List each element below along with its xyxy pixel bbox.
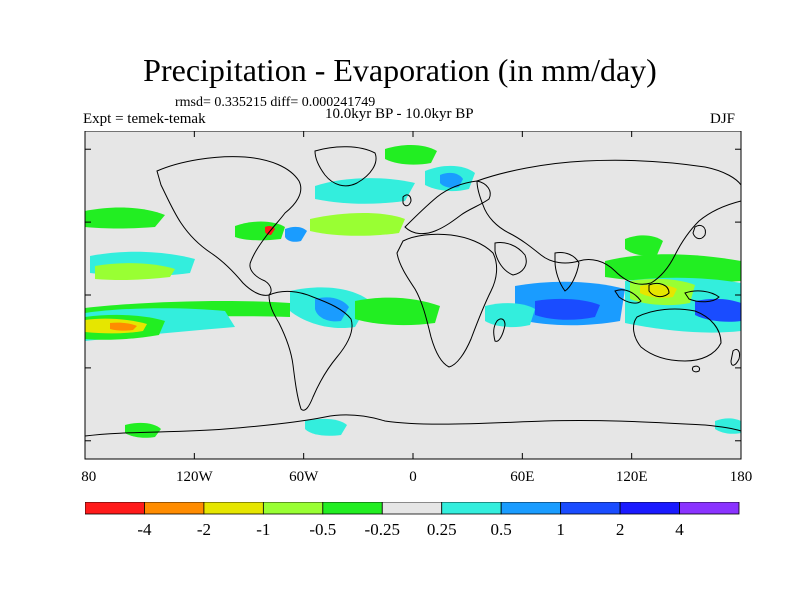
colorbar-box [203,502,264,515]
patch-asia-green [625,235,663,256]
colorbar-box [322,502,383,515]
field-patches [85,145,741,438]
stats-line: rmsd= 0.335215 diff= 0.000241749 [175,95,376,110]
coast-australia [633,308,722,362]
coast-greenland [314,146,377,187]
colorbar-labels: -4 -2 -1 -0.5 -0.25 0.25 0.5 1 2 4 [137,520,684,539]
coast-asia [476,159,742,285]
lon-tick-label: 0 [409,469,417,485]
coast-south-america [268,290,353,411]
patch-so-green [125,422,161,438]
colorbar-box [262,502,324,515]
coast-tasmania [692,365,700,373]
colorbar-box [560,502,621,515]
patch-atl-cyan [315,178,415,204]
patch-satl-green [355,297,440,326]
lon-tick-label: 60E [510,469,534,485]
coast-new-zealand [730,348,740,366]
lon-tick-label: 60W [289,469,319,485]
patch-npac-green [95,263,175,281]
patch-io-cyan [485,303,535,328]
lon-tick-label: 180 [730,469,753,485]
colorbar-label: 0.5 [491,520,512,539]
coast-antarctica [84,414,742,437]
chart-title: Precipitation - Evaporation (in mm/day) [143,52,657,88]
coast-sumatra [614,289,642,304]
patch-arctic-green [385,145,437,165]
coast-arabia [494,242,527,276]
experiment-label: Expt = temek-temak [83,111,206,127]
colorbar-label: -0.5 [309,520,336,539]
colorbar-label: -0.25 [365,520,400,539]
colorbar-label: 4 [675,520,684,539]
coast-new-guinea [684,290,720,303]
period-label: 10.0kyr BP - 10.0kyr BP [325,106,474,122]
world-map: 80N40N040S80S180120W60W060E120E180 [81,131,752,485]
coast-japan [692,224,706,240]
colorbar-box [85,502,145,515]
patch-so-cyan-2 [715,418,741,434]
coast-borneo [648,282,670,298]
lon-tick-label: 120E [616,469,648,485]
colorbar-box [441,502,502,515]
patch-samer-blue [315,297,349,322]
colorbar: -4 -2 -1 -0.5 -0.25 0.25 0.5 1 2 4 [85,502,740,539]
colorbar-label: 2 [616,520,625,539]
coast-british-isles [402,194,412,207]
patch-atl-green [310,213,405,236]
coast-africa [396,233,498,368]
season-label: DJF [710,111,736,127]
patch-wpac-blue [695,298,741,322]
patch-natl-blue [285,226,307,242]
patch-npac-north [85,207,165,229]
lon-tick-label: 180 [81,469,96,485]
lon-tick-label: 120W [176,469,214,485]
colorbar-label: -1 [256,520,270,539]
coast-madagascar [493,318,506,342]
patch-wpac-green [605,254,741,284]
patch-so-cyan [305,418,347,436]
colorbar-box [381,502,443,515]
colorbar-box [679,502,740,515]
patch-io-darkblue [535,298,600,320]
coast-europe [404,180,491,235]
patch-gulf-green [235,221,285,241]
colorbar-label: 0.25 [427,520,457,539]
colorbar-box [144,502,205,515]
coast-north-america [156,156,302,296]
axis-ticks: 80N40N040S80S180120W60W060E120E180 [81,131,752,485]
patch-scand-blue [440,172,463,188]
coast-india [554,252,580,292]
colorbar-label: 1 [556,520,565,539]
patch-spcz-orange [110,322,137,331]
coastlines [84,146,742,437]
colorbar-label: -4 [137,520,152,539]
colorbar-box [619,502,680,515]
colorbar-box [500,502,562,515]
colorbar-boxes [85,502,740,515]
colorbar-label: -2 [197,520,211,539]
